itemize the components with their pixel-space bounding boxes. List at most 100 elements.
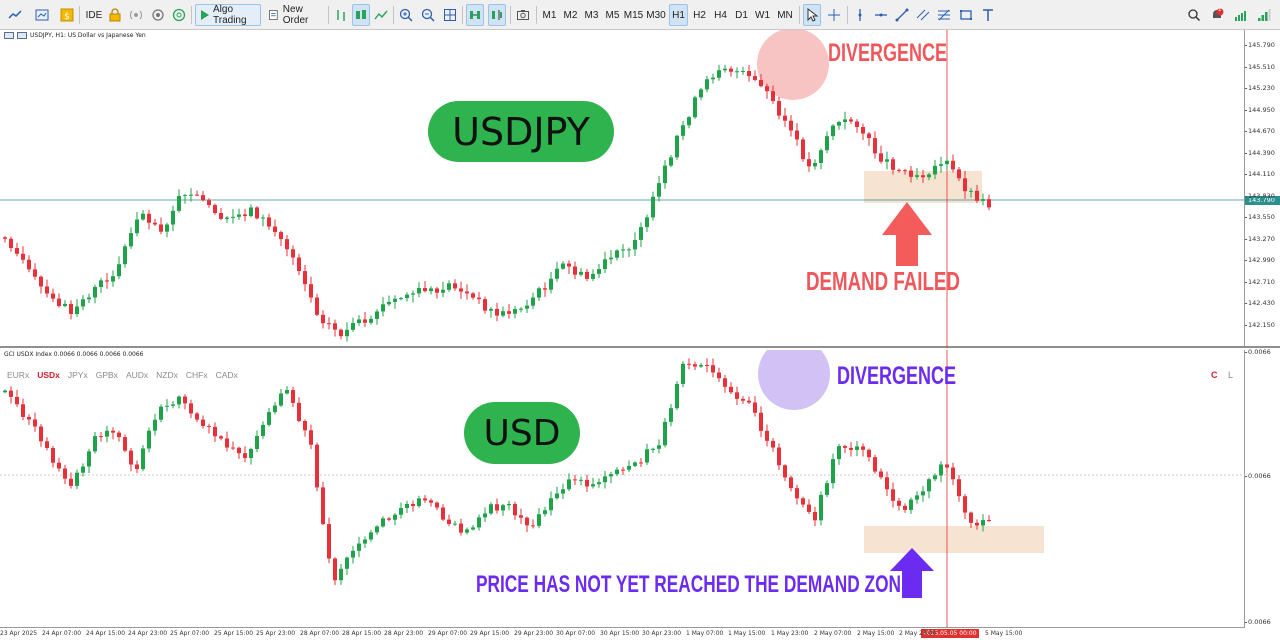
candle-body [213, 205, 217, 214]
template-icon[interactable] [30, 4, 54, 26]
timeframe-w1[interactable]: W1 [755, 9, 770, 21]
usd-index-title-text: GCI USDX Index 0.0066 0.0066 0.0066 0.00… [4, 351, 144, 358]
currency-gpbx[interactable]: GPBx [95, 370, 118, 380]
candle-body [225, 217, 229, 219]
vertical-line-icon[interactable] [851, 4, 869, 26]
currency-chfx[interactable]: CHFx [185, 370, 208, 380]
zoom-in-icon[interactable] [397, 4, 415, 26]
chart-type-icon[interactable] [4, 4, 26, 26]
timeframe-d1[interactable]: D1 [735, 9, 748, 21]
candle-body [549, 278, 553, 290]
timeframe-h4[interactable]: H4 [714, 9, 727, 21]
zoom-out-icon[interactable] [419, 4, 437, 26]
candle-body [597, 482, 601, 485]
candle-body [429, 288, 433, 292]
timeframe-h1[interactable]: H1 [669, 4, 688, 26]
crosshair-icon[interactable] [170, 4, 188, 26]
usd-index-scale[interactable]: 0.0066 0.0066 0.0066 [1245, 348, 1280, 627]
usdjpy-price-scale[interactable]: 143.790 145.790 145.510 145.230 144.950 144.… [1245, 30, 1280, 346]
algo-trading-button[interactable]: Algo Trading [195, 4, 261, 26]
ide-button[interactable]: IDE [85, 9, 103, 21]
time-axis[interactable]: 2025.05.05 00:00 23 Apr 2025 24 Apr 07:00… [0, 627, 1245, 643]
candle-body [21, 253, 25, 260]
candle-body [411, 293, 415, 295]
timeframe-m5[interactable]: M5 [605, 9, 620, 21]
usdjpy-plot-area[interactable]: USDJPY, H1: US Dollar vs Japanese Yen US… [0, 30, 1245, 348]
candle-body [639, 227, 643, 240]
candle-body [615, 250, 619, 258]
candle-body [585, 479, 589, 487]
grid-icon[interactable] [441, 4, 459, 26]
candle-body [915, 175, 919, 177]
timeframe-m1[interactable]: M1 [542, 9, 557, 21]
usd-index-pane[interactable]: GCI USDX Index 0.0066 0.0066 0.0066 0.00… [0, 348, 1280, 627]
candle-body [195, 413, 199, 420]
timeframe-mn[interactable]: MN [777, 9, 793, 21]
candle-body [975, 522, 979, 526]
candle-body [345, 557, 349, 569]
autoscroll-icon[interactable] [466, 4, 484, 26]
notification-icon[interactable]: 1 [1207, 4, 1227, 26]
candle-body [789, 120, 793, 131]
trendline-icon[interactable] [893, 4, 911, 26]
cursor-icon[interactable] [803, 4, 821, 26]
search-icon[interactable] [1185, 4, 1203, 26]
timeframe-m15[interactable]: M15 [623, 9, 644, 21]
usdjpy-chart-pane[interactable]: USDJPY, H1: US Dollar vs Japanese Yen US… [0, 30, 1280, 348]
one-click-icon[interactable] [149, 4, 167, 26]
usd-index-plot-area[interactable]: GCI USDX Index 0.0066 0.0066 0.0066 0.00… [0, 350, 1245, 627]
crosshair-tool-icon[interactable] [825, 4, 843, 26]
candle-body [525, 305, 529, 309]
connection-bars-icon[interactable] [1231, 4, 1251, 26]
candle-body [315, 444, 319, 488]
candle-body [717, 70, 721, 78]
candle-body [417, 288, 421, 294]
timeframe-m3[interactable]: M3 [584, 9, 599, 21]
channel-icon[interactable] [914, 4, 932, 26]
rectangle-icon[interactable] [956, 4, 976, 26]
time-axis-label: 28 Apr 07:00 [300, 630, 340, 637]
currency-cadx[interactable]: CADx [215, 370, 238, 380]
indicator-c-button[interactable]: C [1211, 370, 1218, 380]
candle-body [105, 430, 109, 437]
currency-usdx[interactable]: USDx [37, 370, 60, 380]
indicator-l-button[interactable]: L [1228, 370, 1234, 380]
lock-icon[interactable] [107, 4, 123, 26]
bar-chart-icon[interactable] [332, 4, 350, 26]
new-order-button[interactable]: New Order [264, 4, 324, 26]
candle-body [849, 119, 853, 122]
screenshot-icon[interactable] [514, 4, 532, 26]
candle-body [159, 406, 163, 420]
candle-body [909, 499, 913, 510]
fibo-icon[interactable] [935, 4, 953, 26]
currency-audx[interactable]: AUDx [125, 370, 149, 380]
candle-body [327, 524, 331, 559]
currency-jpyx[interactable]: JPYx [67, 370, 88, 380]
horizontal-line-icon[interactable] [872, 4, 890, 26]
candles-icon[interactable] [352, 4, 370, 26]
line-chart-icon[interactable] [372, 4, 390, 26]
candle-body [153, 222, 157, 225]
candle-body [969, 512, 973, 523]
market-watch-icon[interactable]: $ [60, 4, 74, 26]
chart-shift-icon[interactable] [488, 4, 506, 26]
candle-body [957, 169, 961, 179]
timeframe-m2[interactable]: M2 [563, 9, 578, 21]
candle-body [303, 271, 307, 285]
candle-body [291, 249, 295, 258]
candle-body [81, 466, 85, 473]
text-icon[interactable] [979, 4, 997, 26]
timeframe-m30[interactable]: M30 [646, 9, 666, 21]
candle-body [279, 232, 283, 240]
currency-eurx[interactable]: EURx [7, 370, 30, 380]
currency-nzdx[interactable]: NZDx [156, 370, 178, 380]
candle-body [3, 237, 7, 239]
candle-body [237, 214, 241, 217]
signal-icon[interactable] [127, 4, 145, 26]
candle-body [825, 136, 829, 151]
time-axis-label: 25 Apr 23:00 [256, 630, 296, 637]
timeframe-h2[interactable]: H2 [693, 9, 706, 21]
time-axis-label: 29 Apr 07:00 [428, 630, 468, 637]
wifi-icon[interactable] [1254, 4, 1274, 26]
candle-body [435, 288, 439, 293]
